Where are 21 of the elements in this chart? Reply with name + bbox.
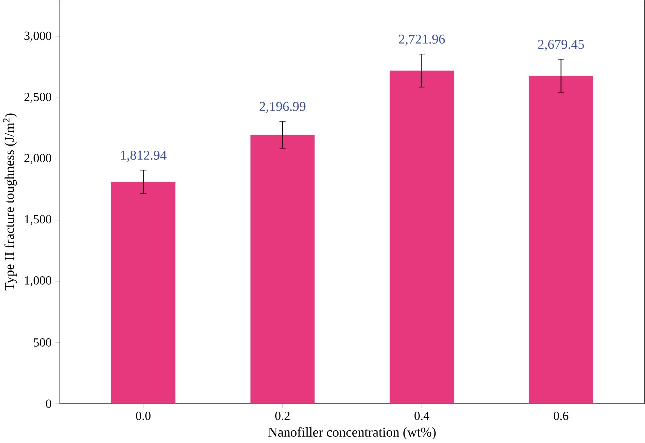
data-label: 2,721.96 [399,34,446,46]
y-tick-label: 500 [34,338,52,347]
bar [529,76,594,404]
y-tick-label: 2,000 [24,154,52,164]
data-label: 2,679.45 [538,40,584,52]
data-label: 2,196.99 [260,102,306,114]
x-tick-label: 0.6 [554,412,569,420]
x-tick-label: 0.2 [276,412,290,420]
y-tick-label: 0 [46,400,52,408]
bar [250,135,315,404]
y-tick-label: 1,500 [25,215,52,226]
y-tick-label: 2,500 [24,92,52,104]
y-tick-label: 3,000 [24,32,52,42]
x-tick-label: 0.0 [136,412,151,420]
x-tick-label: 0.4 [414,412,430,420]
bar [390,70,454,404]
bar [111,182,176,404]
x-axis-title: Nanofiller concentration (wt%) [268,427,436,440]
y-axis-title: Type II fracture toughness (J/m$^{2}$) [3,114,18,291]
data-label: 1,812.94 [121,150,167,162]
y-tick-label: 1,000 [25,276,52,287]
